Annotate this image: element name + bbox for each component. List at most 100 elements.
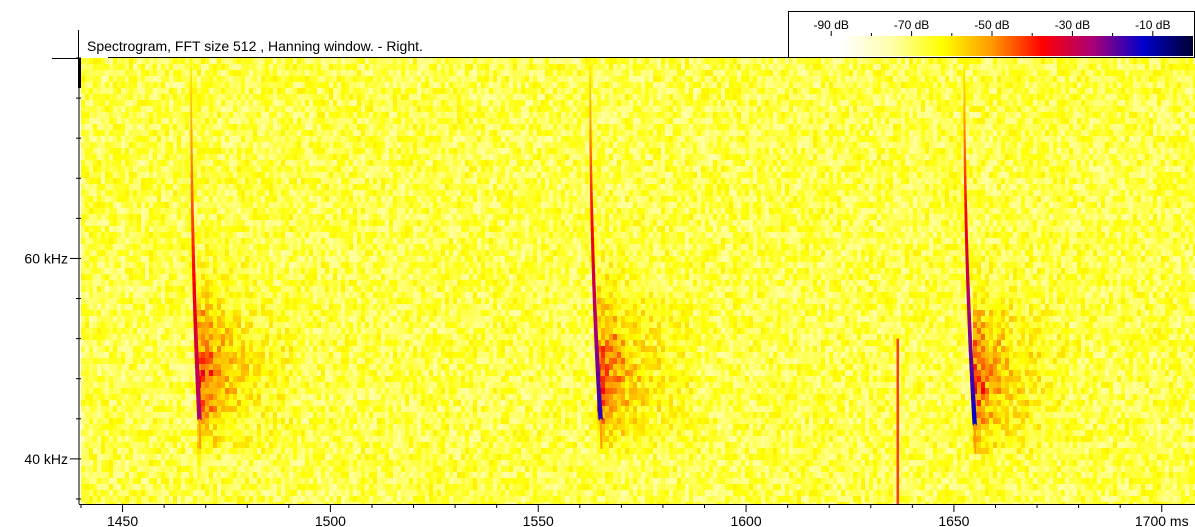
spectrogram-cell (273, 118, 277, 124)
spectrogram-cell (301, 442, 305, 448)
spectrogram-cell (321, 322, 325, 328)
spectrogram-cell (337, 154, 341, 160)
spectrogram-cell (101, 136, 105, 142)
spectrogram-cell (281, 262, 285, 268)
spectrogram-cell (173, 466, 177, 472)
spectrogram-cell (305, 388, 309, 394)
spectrogram-cell (225, 430, 229, 436)
spectrogram-cell (173, 340, 177, 346)
spectrogram-cell (329, 382, 333, 388)
spectrogram-cell (269, 154, 273, 160)
spectrogram-cell (281, 244, 285, 250)
spectrogram-cell (137, 250, 141, 256)
spectrogram-cell (181, 376, 185, 382)
spectrogram-cell (169, 166, 173, 172)
spectrogram-cell (145, 376, 149, 382)
spectrogram-cell (153, 88, 157, 94)
spectrogram-cell (149, 316, 153, 322)
spectrogram-cell (257, 220, 261, 226)
spectrogram-cell (229, 454, 233, 460)
spectrogram-cell (93, 424, 97, 430)
spectrogram-cell (181, 136, 185, 142)
spectrogram-cell (173, 286, 177, 292)
spectrogram-cell (133, 238, 137, 244)
spectrogram-cell (317, 94, 321, 100)
spectrogram-cell (165, 430, 169, 436)
spectrogram-cell (81, 262, 85, 268)
spectrogram-cell (313, 112, 317, 118)
spectrogram-cell (97, 496, 101, 502)
spectrogram-cell (177, 136, 181, 142)
spectrogram-cell (321, 274, 325, 280)
spectrogram-cell (273, 496, 277, 502)
spectrogram-cell (173, 214, 177, 220)
spectrogram-cell (277, 118, 281, 124)
spectrogram-cell (197, 346, 201, 352)
spectrogram-cell (141, 466, 145, 472)
spectrogram-cell (269, 124, 273, 130)
spectrogram-cell (149, 430, 153, 436)
spectrogram-cell (277, 148, 281, 154)
spectrogram-cell (101, 316, 105, 322)
spectrogram-cell (241, 106, 245, 112)
spectrogram-cell (197, 238, 201, 244)
spectrogram-cell (233, 256, 237, 262)
spectrogram-cell (189, 244, 193, 250)
spectrogram-cell (125, 178, 129, 184)
spectrogram-cell (137, 256, 141, 262)
spectrogram-cell (253, 172, 257, 178)
spectrogram-cell (173, 322, 177, 328)
spectrogram-cell (201, 358, 205, 364)
spectrogram-cell (253, 358, 257, 364)
spectrogram-cell (337, 190, 341, 196)
spectrogram-cell (301, 274, 305, 280)
spectrogram-cell (309, 322, 313, 328)
spectrogram-cell (81, 382, 85, 388)
spectrogram-cell (333, 286, 337, 292)
spectrogram-cell (181, 226, 185, 232)
spectrogram-cell (325, 412, 329, 418)
spectrogram-cell (229, 358, 233, 364)
spectrogram-cell (157, 208, 161, 214)
spectrogram-cell (293, 316, 297, 322)
spectrogram-cell (261, 94, 265, 100)
spectrogram-cell (233, 328, 237, 334)
spectrogram-cell (201, 424, 205, 430)
spectrogram-cell (289, 328, 293, 334)
spectrogram-cell (109, 454, 113, 460)
spectrogram-cell (293, 106, 297, 112)
spectrogram-cell (81, 268, 85, 274)
spectrogram-cell (213, 478, 217, 484)
spectrogram-cell (125, 244, 129, 250)
spectrogram-cell (193, 100, 197, 106)
spectrogram-cell (281, 148, 285, 154)
spectrogram-cell (145, 370, 149, 376)
spectrogram-cell (185, 496, 189, 502)
spectrogram-cell (345, 292, 349, 298)
spectrogram-cell (221, 268, 225, 274)
spectrogram-cell (261, 214, 265, 220)
spectrogram-cell (161, 220, 165, 226)
spectrogram-cell (301, 436, 305, 442)
spectrogram-cell (289, 442, 293, 448)
spectrogram-cell (121, 382, 125, 388)
spectrogram-cell (105, 436, 109, 442)
spectrogram-cell (193, 124, 197, 130)
spectrogram-cell (93, 358, 97, 364)
spectrogram-cell (225, 100, 229, 106)
spectrogram-cell (241, 490, 245, 496)
spectrogram-cell (209, 412, 213, 418)
spectrogram-cell (301, 142, 305, 148)
spectrogram-cell (177, 226, 181, 232)
spectrogram-cell (149, 184, 153, 190)
spectrogram-cell (161, 94, 165, 100)
spectrogram-cell (197, 244, 201, 250)
spectrogram-cell (137, 322, 141, 328)
spectrogram-cell (305, 154, 309, 160)
spectrogram-cell (169, 442, 173, 448)
spectrogram-cell (217, 400, 221, 406)
spectrogram-cell (109, 208, 113, 214)
spectrogram-cell (149, 448, 153, 454)
spectrogram-cell (277, 358, 281, 364)
spectrogram-cell (193, 58, 197, 64)
